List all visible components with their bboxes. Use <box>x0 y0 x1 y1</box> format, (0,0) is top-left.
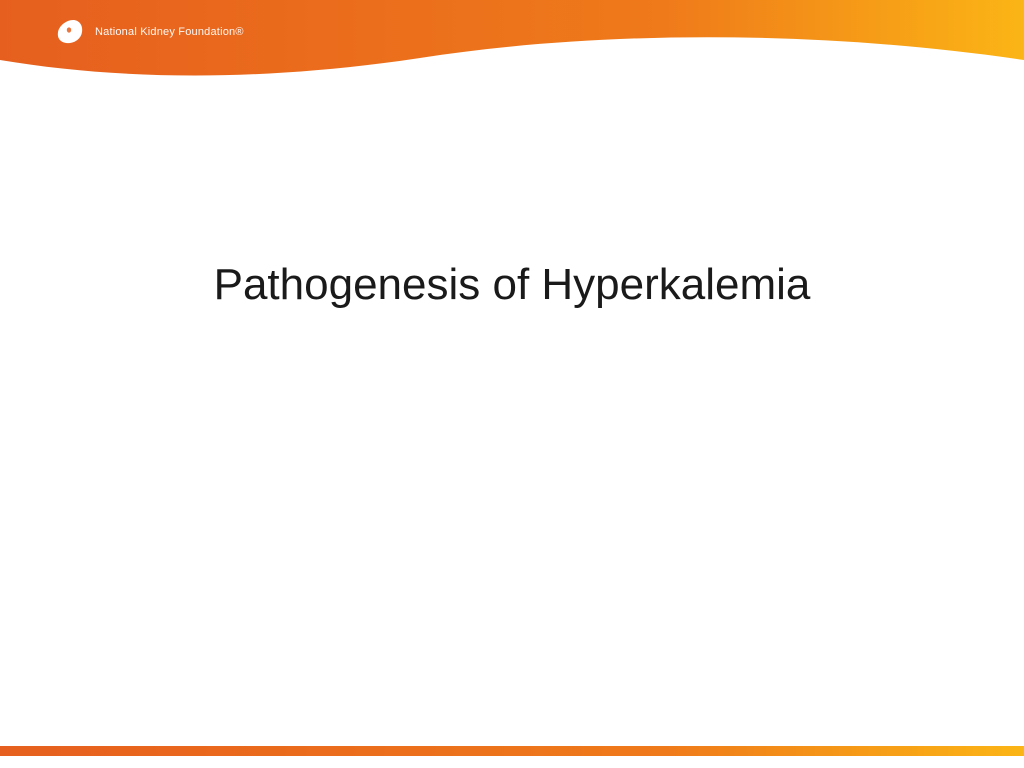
slide-title: Pathogenesis of Hyperkalemia <box>0 260 1024 310</box>
header-wave <box>0 0 1024 100</box>
footer-bar <box>0 746 1024 756</box>
logo-group: National Kidney Foundation® <box>55 18 244 46</box>
slide: National Kidney Foundation® Pathogenesis… <box>0 0 1024 768</box>
kidney-icon <box>55 18 85 46</box>
org-name: National Kidney Foundation® <box>95 26 244 38</box>
